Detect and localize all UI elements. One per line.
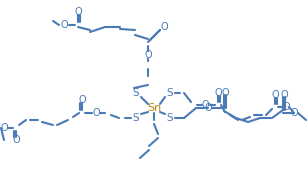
Text: O: O bbox=[74, 7, 82, 17]
Text: O: O bbox=[144, 50, 152, 60]
Text: Sn: Sn bbox=[147, 103, 161, 113]
Text: S: S bbox=[167, 113, 173, 123]
Text: O: O bbox=[78, 95, 86, 105]
Text: O: O bbox=[0, 123, 8, 133]
Text: O: O bbox=[271, 90, 279, 100]
Text: O: O bbox=[92, 108, 100, 118]
Text: S: S bbox=[167, 88, 173, 98]
Text: O: O bbox=[282, 102, 290, 112]
Text: O: O bbox=[160, 22, 168, 32]
Text: O: O bbox=[221, 88, 229, 98]
Text: O: O bbox=[204, 103, 212, 113]
Text: S: S bbox=[133, 113, 139, 123]
Text: O: O bbox=[214, 88, 222, 98]
Text: O: O bbox=[201, 100, 209, 110]
Text: O: O bbox=[280, 90, 288, 100]
Text: O: O bbox=[12, 135, 20, 145]
Text: O: O bbox=[290, 108, 298, 118]
Text: O: O bbox=[60, 20, 68, 30]
Text: S: S bbox=[133, 88, 139, 98]
